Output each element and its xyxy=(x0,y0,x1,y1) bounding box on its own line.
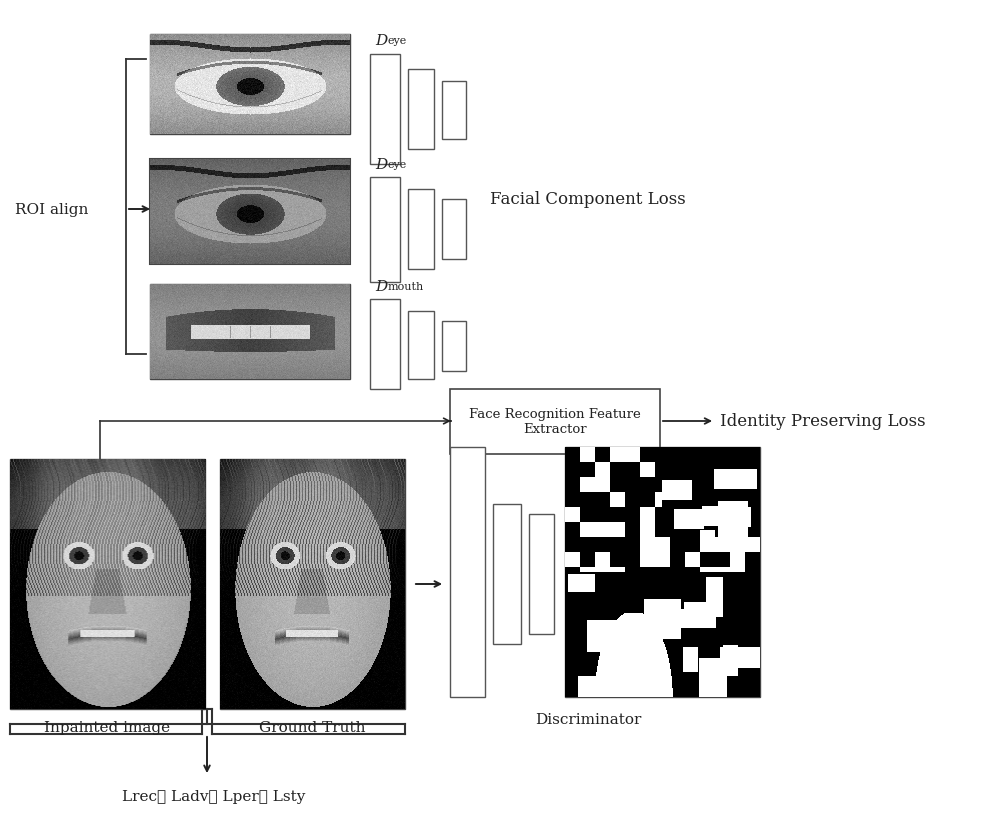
Bar xyxy=(150,160,350,265)
Text: Lrec、 Ladv、 Lper、 Lsty: Lrec、 Ladv、 Lper、 Lsty xyxy=(122,789,305,803)
Bar xyxy=(442,322,466,372)
Bar xyxy=(65,550,140,600)
Text: Face Recognition Feature
Extractor: Face Recognition Feature Extractor xyxy=(469,408,641,436)
Text: eye: eye xyxy=(388,160,407,170)
Bar xyxy=(450,447,485,697)
Text: Facial Component Loss: Facial Component Loss xyxy=(490,192,686,208)
Bar xyxy=(565,447,760,697)
Bar xyxy=(220,459,405,709)
Bar xyxy=(370,178,400,283)
Bar xyxy=(408,70,434,150)
Bar xyxy=(150,285,350,379)
Bar xyxy=(529,514,554,634)
Bar xyxy=(493,505,521,645)
Text: eye: eye xyxy=(388,36,407,46)
Bar xyxy=(10,459,205,709)
Bar xyxy=(442,200,466,260)
Bar xyxy=(450,390,660,455)
Bar xyxy=(442,82,466,140)
Text: Inpainted image: Inpainted image xyxy=(44,720,171,734)
Text: Ground Truth: Ground Truth xyxy=(259,720,366,734)
Text: Discriminator: Discriminator xyxy=(535,713,641,726)
Bar xyxy=(370,300,400,390)
Bar xyxy=(408,311,434,379)
Text: mouth: mouth xyxy=(388,282,424,292)
Text: ROI align: ROI align xyxy=(15,203,88,217)
Text: Identity Preserving Loss: Identity Preserving Loss xyxy=(720,413,926,430)
Bar xyxy=(408,190,434,269)
Text: D: D xyxy=(375,158,387,172)
Text: D: D xyxy=(375,279,387,294)
Text: D: D xyxy=(375,34,387,48)
Bar xyxy=(150,35,350,135)
Bar xyxy=(370,55,400,165)
